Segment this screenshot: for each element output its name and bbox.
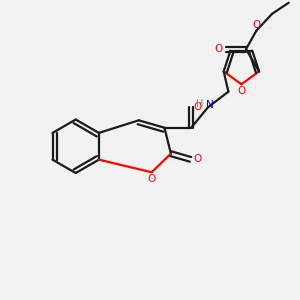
Text: O: O [194, 102, 202, 112]
Text: O: O [252, 20, 261, 30]
Text: O: O [193, 154, 201, 164]
Text: O: O [148, 174, 156, 184]
Text: O: O [215, 44, 223, 54]
Text: H: H [196, 99, 203, 109]
Text: O: O [237, 86, 245, 96]
Text: N: N [206, 100, 214, 110]
